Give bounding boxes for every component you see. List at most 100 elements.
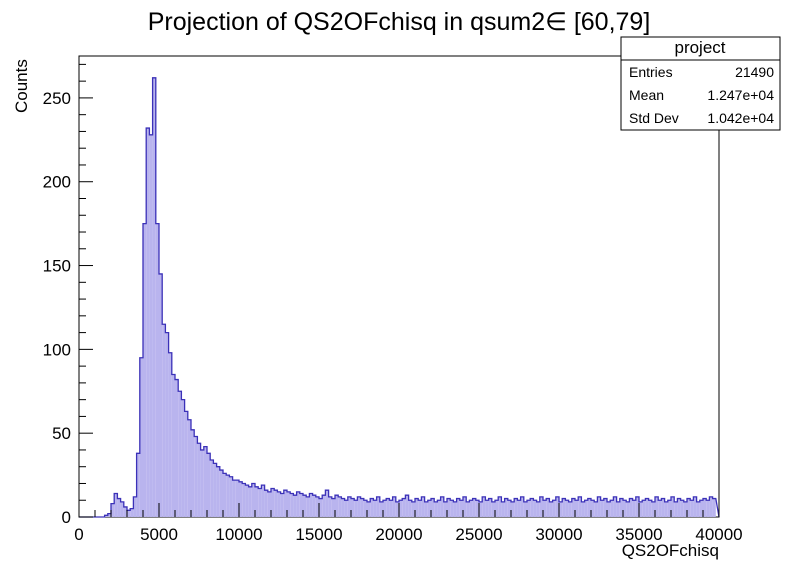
histogram-bar	[661, 498, 665, 517]
histogram-bar	[306, 496, 310, 517]
histogram-bar	[440, 496, 444, 517]
histogram-bar	[363, 500, 367, 517]
histogram-bar	[184, 411, 188, 517]
histogram-bar	[264, 490, 268, 517]
histogram-bar	[623, 500, 627, 517]
histogram-bar	[549, 501, 553, 517]
histogram-bar	[466, 501, 470, 517]
histogram-bar	[245, 485, 249, 517]
histogram-bar	[373, 500, 377, 517]
x-tick-label: 10000	[215, 525, 262, 544]
histogram-bar	[293, 495, 297, 517]
histogram-bar	[651, 501, 655, 517]
histogram-bar	[504, 498, 508, 517]
histogram-bar	[341, 498, 345, 517]
histogram-bar	[517, 500, 521, 517]
histogram-bar	[597, 496, 601, 517]
histogram-bar	[415, 498, 419, 517]
x-tick-label: 15000	[295, 525, 342, 544]
histogram-bar	[591, 500, 595, 517]
histogram-bar	[162, 324, 166, 517]
histogram-bar	[645, 498, 649, 517]
histogram-bar	[408, 500, 412, 517]
histogram-bar	[123, 506, 127, 517]
histogram-bar	[575, 500, 579, 517]
histogram-bar	[251, 483, 255, 517]
histogram-bar	[485, 500, 489, 517]
histogram-bar	[114, 493, 118, 517]
histogram-bar	[456, 498, 460, 517]
histogram-bar	[443, 501, 447, 517]
histogram-bar	[667, 500, 671, 517]
histogram-bar	[303, 495, 307, 517]
stats-mean-label: Mean	[629, 87, 664, 103]
histogram-bar	[677, 498, 681, 517]
stats-entries-label: Entries	[629, 64, 673, 80]
histogram-bar	[511, 501, 515, 517]
histogram-bar	[223, 473, 227, 517]
histogram-bar	[696, 501, 700, 517]
histogram-bar	[399, 500, 403, 517]
histogram-bar	[181, 399, 185, 517]
histogram-bar	[351, 498, 355, 517]
histogram-bar	[210, 460, 214, 517]
histogram-bar	[232, 480, 236, 517]
histogram-bar	[197, 443, 201, 517]
histogram-bar	[418, 500, 422, 517]
histogram-bar	[514, 498, 518, 517]
histogram-bar	[450, 500, 454, 517]
y-axis: 0 50 100 150 200 250	[43, 63, 93, 527]
histogram-bar	[315, 496, 319, 517]
histogram-bar	[635, 496, 639, 517]
histogram-bar	[539, 496, 543, 517]
histogram-bar	[712, 498, 716, 517]
stats-box: project Entries 21490 Mean 1.247e+04 Std…	[620, 36, 781, 131]
histogram-bar	[117, 498, 121, 517]
histogram-bar	[527, 500, 531, 517]
histogram-bar	[143, 223, 147, 517]
histogram-bar	[639, 501, 643, 517]
histogram-bar	[469, 500, 473, 517]
histogram-bar	[395, 501, 399, 517]
histogram-bar	[664, 501, 668, 517]
histogram-bar	[283, 490, 287, 517]
histogram-bar	[309, 493, 313, 517]
histogram-bar	[568, 501, 572, 517]
histogram-bar	[331, 498, 335, 517]
x-tick-label: 30000	[535, 525, 582, 544]
histogram-bar	[107, 513, 111, 517]
histogram-bar	[434, 501, 438, 517]
histogram-bar	[133, 496, 137, 517]
histogram-bar	[325, 490, 329, 517]
histogram-bar	[347, 496, 351, 517]
y-tick-label: 150	[43, 257, 71, 276]
histogram-bar	[632, 500, 636, 517]
histogram-bar	[200, 449, 204, 517]
histogram-bar	[274, 490, 278, 517]
histogram-bar	[178, 391, 182, 517]
histogram-bar	[546, 498, 550, 517]
histogram-bar	[402, 498, 406, 517]
histogram-bar	[354, 500, 358, 517]
histogram-bar	[427, 500, 431, 517]
histogram-bar	[453, 501, 457, 517]
histogram-bar	[335, 495, 339, 517]
histogram-bar	[271, 488, 275, 517]
histogram-bar	[242, 483, 246, 517]
histogram-bar	[562, 498, 566, 517]
histogram-bar	[383, 500, 387, 517]
histogram-bar	[216, 466, 220, 517]
histogram-bar	[277, 491, 281, 517]
y-tick-label: 0	[62, 508, 71, 527]
histogram-bar	[600, 500, 604, 517]
histogram-bar	[357, 496, 361, 517]
histogram-bar	[219, 470, 223, 517]
x-tick-label: 5000	[140, 525, 178, 544]
histogram-bar	[603, 498, 607, 517]
histogram-bar	[495, 500, 499, 517]
histogram-bar	[607, 501, 611, 517]
histogram-bar	[287, 491, 291, 517]
histogram-bar	[171, 374, 175, 517]
histogram-bar	[322, 495, 326, 517]
histogram-bar	[629, 498, 633, 517]
